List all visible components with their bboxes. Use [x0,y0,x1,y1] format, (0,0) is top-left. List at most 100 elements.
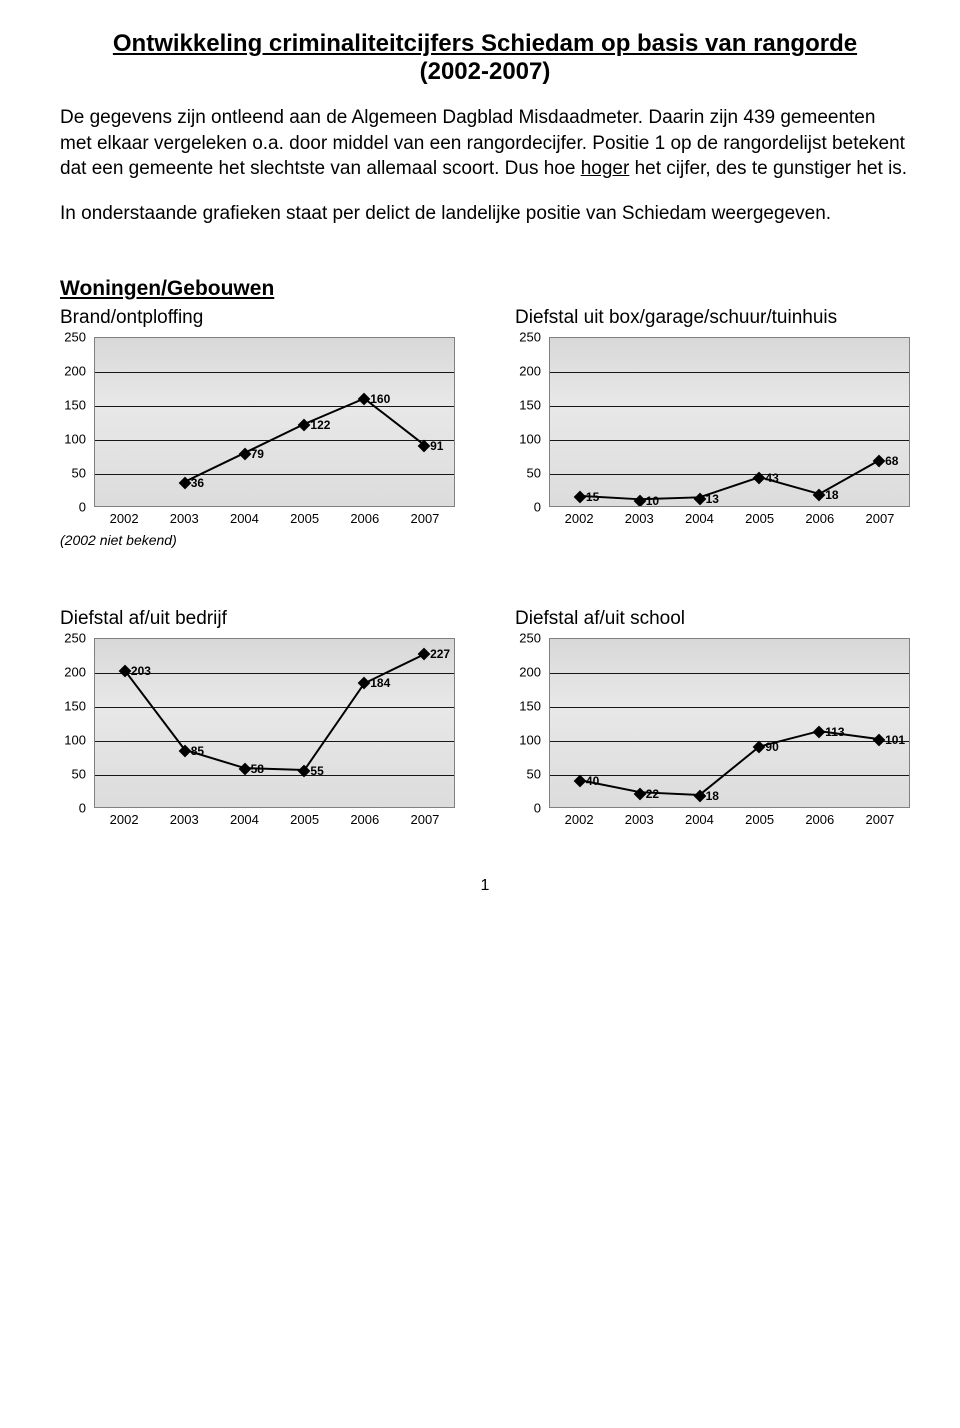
x-tick-label: 2004 [214,511,274,526]
y-tick-label: 0 [534,499,541,514]
chart-note-brand: (2002 niet bekend) [60,532,455,548]
y-tick-label: 0 [79,800,86,815]
chart-diefstal-school: 050100150200250 40221890113101 200220032… [515,638,910,827]
series-line [185,398,424,481]
y-tick-label: 0 [534,800,541,815]
chart-col-brand: Brand/ontploffing 050100150200250 367912… [60,307,455,548]
value-label: 227 [430,647,450,661]
value-label: 68 [885,454,898,468]
y-axis: 050100150200250 [515,638,545,808]
plot-area: 151013431868 [549,337,910,507]
y-axis: 050100150200250 [60,337,90,507]
value-label: 113 [825,725,844,739]
chart-col-diefstal-bedrijf: Diefstal af/uit bedrijf 050100150200250 … [60,608,455,827]
x-axis: 200220032004200520062007 [549,511,910,526]
chart-title-diefstal-box: Diefstal uit box/garage/schuur/tuinhuis [515,307,910,329]
x-tick-label: 2006 [790,511,850,526]
value-label: 90 [765,740,778,754]
title-years: (2002-2007) [420,58,551,85]
value-label: 184 [370,676,390,690]
y-tick-label: 100 [519,431,541,446]
y-tick-label: 50 [527,465,541,480]
value-label: 15 [586,490,599,504]
chart-title-diefstal-school: Diefstal af/uit school [515,608,910,630]
y-tick-label: 50 [527,766,541,781]
y-tick-label: 250 [64,630,86,645]
main-title: Ontwikkeling criminaliteitcijfers Schied… [113,30,857,57]
x-tick-label: 2007 [850,812,910,827]
y-tick-label: 200 [519,664,541,679]
x-tick-label: 2006 [335,511,395,526]
y-tick-label: 150 [64,397,86,412]
x-tick-label: 2005 [275,812,335,827]
value-label: 122 [310,418,330,432]
y-tick-label: 200 [519,363,541,378]
plot-area: 40 22 18 90 113 101 [549,638,910,808]
x-tick-label: 2002 [94,812,154,827]
chart-diefstal-bedrijf: 050100150200250 203855855184227 20022003… [60,638,455,827]
x-tick-label: 2007 [850,511,910,526]
line-svg [95,338,454,506]
series-line [125,654,424,770]
x-tick-label: 2002 [549,511,609,526]
x-tick-label: 2007 [395,812,455,827]
value-label: 10 [646,494,659,507]
y-tick-label: 150 [519,397,541,412]
x-tick-label: 2005 [730,511,790,526]
x-axis: 200220032004200520062007 [549,812,910,827]
page: Ontwikkeling criminaliteitcijfers Schied… [0,0,960,935]
y-tick-label: 100 [519,732,541,747]
x-tick-label: 2003 [154,511,214,526]
y-tick-label: 100 [64,732,86,747]
intro-paragraph-2: In onderstaande grafieken staat per deli… [60,201,910,227]
x-tick-label: 2002 [94,511,154,526]
y-tick-label: 50 [72,465,86,480]
x-tick-label: 2003 [154,812,214,827]
chart-title-diefstal-bedrijf: Diefstal af/uit bedrijf [60,608,455,630]
chart-row-2: Diefstal af/uit bedrijf 050100150200250 … [60,608,910,827]
chart-row-1: Brand/ontploffing 050100150200250 367912… [60,307,910,548]
x-tick-label: 2004 [669,812,729,827]
x-tick-label: 2002 [549,812,609,827]
value-label: 40 [586,774,599,788]
x-tick-label: 2004 [669,511,729,526]
y-tick-label: 150 [64,698,86,713]
plot-area: 36 79 122 160 91 [94,337,455,507]
y-axis: 050100150200250 [515,337,545,507]
value-label: 43 [765,471,778,485]
x-tick-label: 2005 [730,812,790,827]
value-label: 18 [825,488,838,502]
value-label: 160 [370,392,390,406]
value-label: 79 [251,447,264,461]
x-axis: 200220032004200520062007 [94,511,455,526]
value-label: 18 [706,789,719,803]
y-tick-label: 250 [64,329,86,344]
page-number: 1 [60,877,910,895]
value-label: 36 [191,476,204,490]
value-label: 101 [885,733,905,747]
y-tick-label: 200 [64,664,86,679]
chart-diefstal-box: 050100150200250 151013431868 20022003200… [515,337,910,526]
value-label: 203 [131,664,151,678]
series-line [580,731,879,795]
chart-col-diefstal-box: Diefstal uit box/garage/schuur/tuinhuis … [515,307,910,526]
x-tick-label: 2003 [609,511,669,526]
title-block: Ontwikkeling criminaliteitcijfers Schied… [60,30,910,86]
y-tick-label: 0 [79,499,86,514]
y-tick-label: 50 [72,766,86,781]
line-svg [550,639,909,807]
section-heading: Woningen/Gebouwen [60,277,910,301]
value-label: 58 [251,762,264,776]
x-tick-label: 2005 [275,511,335,526]
y-tick-label: 250 [519,630,541,645]
line-svg [550,338,909,506]
y-tick-label: 100 [64,431,86,446]
plot-area: 203855855184227 [94,638,455,808]
x-tick-label: 2004 [214,812,274,827]
y-tick-label: 200 [64,363,86,378]
value-label: 85 [191,744,204,758]
value-label: 22 [646,787,659,801]
x-tick-label: 2007 [395,511,455,526]
x-axis: 200220032004200520062007 [94,812,455,827]
value-label: 91 [430,439,443,453]
